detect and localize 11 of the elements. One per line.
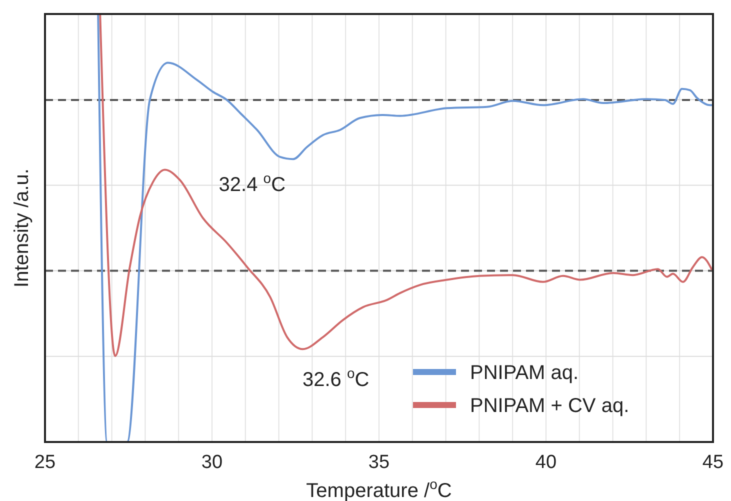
legend-label: PNIPAM aq. xyxy=(470,362,579,384)
x-tick-label: 35 xyxy=(368,452,390,473)
x-axis-title: Temperature /$^{o}$C xyxy=(306,476,452,501)
x-tick-label: 45 xyxy=(702,452,724,473)
x-tick-label: 40 xyxy=(535,452,557,473)
annotation: 32.6 $^{o}$C xyxy=(302,365,370,392)
x-tick-label: 30 xyxy=(201,452,223,473)
x-tick-label: 25 xyxy=(34,452,56,473)
annotation: 32.4 $^{o}$C xyxy=(218,170,286,196)
y-axis-title: Intensity /a.u. xyxy=(11,168,33,288)
legend-label: PNIPAM + CV aq. xyxy=(470,395,630,417)
